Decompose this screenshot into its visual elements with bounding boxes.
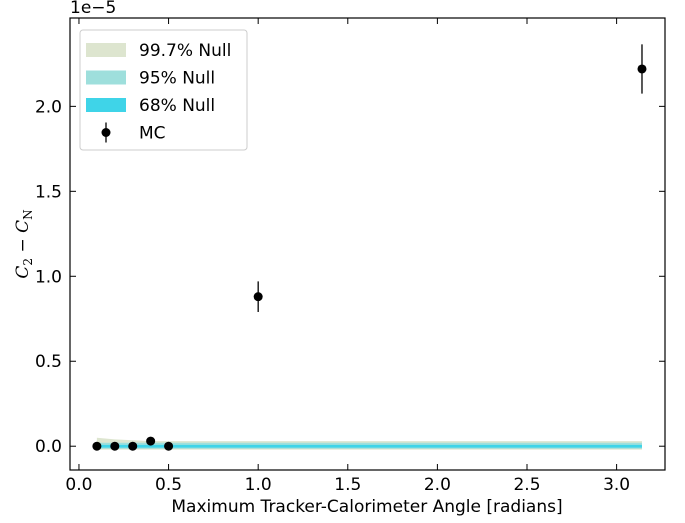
- x-axis-label: Maximum Tracker-Calorimeter Angle [radia…: [171, 497, 562, 517]
- legend-marker: [101, 128, 111, 137]
- data-point: [128, 441, 138, 451]
- data-point: [637, 64, 647, 74]
- data-point: [146, 436, 156, 446]
- y-tick-label: 0.5: [35, 352, 62, 372]
- y-tick-label: 1.0: [35, 267, 62, 287]
- y-label-part: 2: [21, 258, 35, 266]
- y-label-part: − C: [13, 220, 33, 258]
- legend-label: 68% Null: [139, 96, 215, 116]
- x-tick-label: 1.0: [245, 475, 272, 495]
- null-band: [96, 444, 642, 448]
- data-point: [110, 441, 120, 451]
- plot-frame: [69, 17, 666, 471]
- x-tick-label: 2.5: [513, 475, 540, 495]
- y-tick-label: 2.0: [35, 97, 62, 117]
- data-point: [164, 441, 174, 451]
- x-tick-label: 0.5: [155, 475, 182, 495]
- data-point: [253, 292, 263, 302]
- legend-swatch: [86, 70, 126, 85]
- y-label-part: C: [13, 266, 33, 279]
- legend-label: MC: [139, 124, 166, 144]
- x-tick-label: 3.0: [603, 475, 630, 495]
- y-tick-label: 0.0: [35, 437, 62, 457]
- y-axis-label: C2 − CN: [13, 209, 35, 278]
- data-point: [92, 441, 102, 451]
- x-tick-label: 2.0: [424, 475, 451, 495]
- legend-label: 95% Null: [139, 69, 215, 89]
- legend-swatch: [86, 98, 126, 112]
- offset-text: 1e−5: [70, 0, 116, 18]
- legend-label: 99.7% Null: [139, 41, 231, 61]
- legend-frame: [79, 29, 248, 151]
- y-tick-label: 1.5: [35, 182, 62, 202]
- x-tick-label: 1.5: [334, 475, 361, 495]
- legend-swatch: [86, 43, 126, 57]
- y-label-part: N: [21, 209, 35, 220]
- x-tick-label: 0.0: [65, 475, 92, 495]
